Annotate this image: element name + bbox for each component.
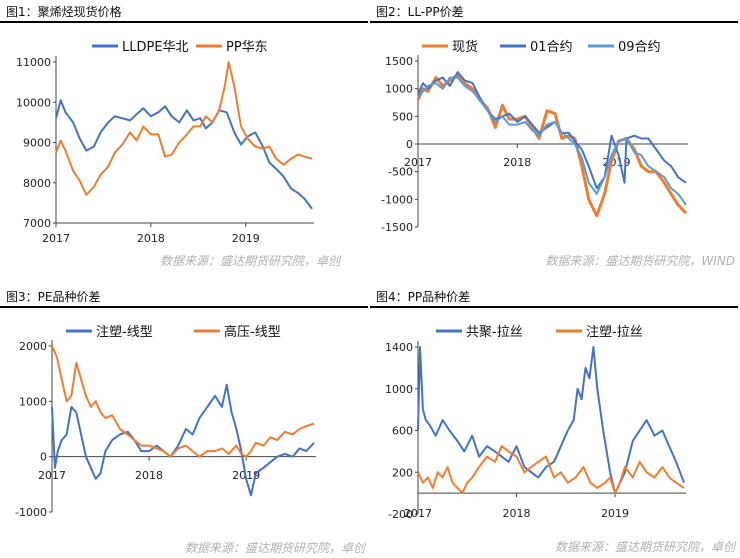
x-tick-label: 2018 bbox=[137, 232, 165, 245]
x-tick-label: 2018 bbox=[503, 507, 531, 520]
y-tick-label: 1000 bbox=[385, 83, 413, 96]
source-note: 数据来源：盛达期货研究院，卓创 bbox=[185, 541, 367, 555]
source-note: 数据来源：盛达期货研究院，卓创 bbox=[160, 254, 342, 268]
y-tick-label: 7000 bbox=[23, 217, 51, 230]
source-note: 数据来源：盛达期货研究院，卓创 bbox=[555, 540, 737, 554]
legend-label: PP华东 bbox=[226, 40, 268, 55]
series-line-1 bbox=[417, 346, 685, 495]
y-tick-label: 2000 bbox=[19, 340, 47, 353]
y-tick-label: 8000 bbox=[23, 177, 51, 190]
x-tick-label: 2017 bbox=[38, 469, 66, 482]
y-tick-label: -1500 bbox=[381, 221, 413, 234]
legend-label: 现货 bbox=[452, 39, 478, 55]
y-tick-label: -500 bbox=[388, 166, 413, 179]
chart-panel-4: 图4：PP品种价差 -200 200 600 1000 1400 2017 2018 2019 共… bbox=[370, 290, 738, 554]
y-tick-label: 1400 bbox=[385, 341, 413, 354]
y-tick-label: 11000 bbox=[16, 56, 51, 69]
x-tick-label: 2017 bbox=[42, 232, 70, 245]
y-tick-label: 9000 bbox=[23, 137, 51, 150]
series-line-2 bbox=[51, 345, 315, 458]
y-tick-label: -1000 bbox=[15, 506, 47, 519]
y-tick-label: 500 bbox=[392, 110, 413, 123]
y-tick-label: 0 bbox=[40, 451, 47, 464]
legend-label: 09合约 bbox=[618, 40, 661, 55]
y-tick-label: 200 bbox=[392, 466, 413, 479]
x-tick-label: 2017 bbox=[404, 156, 432, 169]
legend-label: 01合约 bbox=[530, 40, 573, 55]
legend-label: 注塑-线型 bbox=[96, 325, 153, 340]
y-tick-label: 600 bbox=[392, 425, 413, 438]
chart-title: 图2：LL-PP价差 bbox=[376, 5, 464, 19]
chart-title: 图1：聚烯烃现货价格 bbox=[6, 4, 122, 19]
series-line-1 bbox=[416, 73, 688, 218]
series-line-1 bbox=[55, 99, 313, 210]
series-line-2 bbox=[55, 61, 313, 196]
y-tick-label: 1000 bbox=[19, 395, 47, 408]
y-tick-label: 10000 bbox=[16, 96, 51, 109]
series-line-2 bbox=[417, 445, 685, 495]
chart-title: 图3：PE品种价差 bbox=[6, 290, 100, 304]
legend-label: LLDPE华北 bbox=[122, 40, 189, 55]
source-note: 数据来源：盛达期货研究院，WIND bbox=[545, 254, 735, 268]
chart-panel-1: 图1：聚烯烃现货价格 7000 8000 9000 10000 11000 2017 2018… bbox=[0, 4, 368, 268]
y-tick-label: -1000 bbox=[381, 193, 413, 206]
x-tick-label: 2019 bbox=[232, 232, 260, 245]
series-line-3 bbox=[417, 76, 687, 206]
chart-title: 图4：PP品种价差 bbox=[376, 290, 470, 304]
x-tick-label: 2018 bbox=[135, 469, 163, 482]
y-tick-label: 1000 bbox=[385, 383, 413, 396]
chart-panel-2: 图2：LL-PP价差 -1500 -1000 -500 0 500 1000 1500 2017… bbox=[370, 5, 738, 268]
legend-label: 高压-线型 bbox=[224, 324, 281, 340]
x-tick-label: 2019 bbox=[601, 507, 629, 520]
legend-label: 注塑-拉丝 bbox=[586, 325, 643, 340]
y-tick-label: 0 bbox=[406, 138, 413, 151]
x-tick-label: 2018 bbox=[503, 156, 531, 169]
legend-label: 共聚-拉丝 bbox=[466, 325, 523, 340]
y-tick-label: -200 bbox=[388, 508, 413, 521]
x-tick-label: 2017 bbox=[404, 507, 432, 520]
y-tick-label: 1500 bbox=[385, 55, 413, 68]
